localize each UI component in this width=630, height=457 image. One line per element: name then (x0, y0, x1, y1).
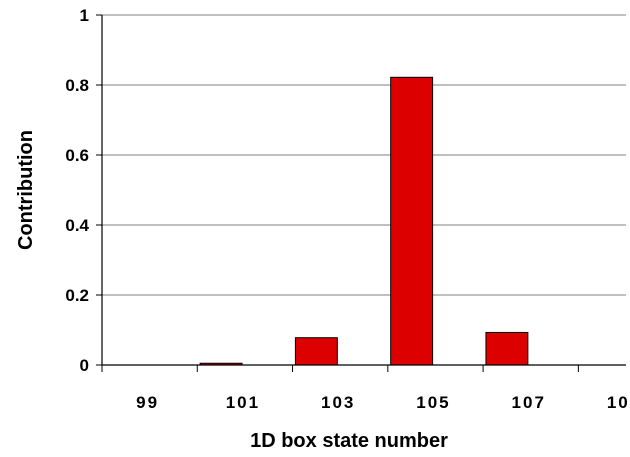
bar-105 (390, 76, 434, 366)
y-tick-label: 0.6 (65, 146, 89, 165)
x-tick-label-103: 103 (321, 393, 355, 412)
x-tick-label-99: 99 (136, 393, 159, 412)
y-axis-title: Contribution (15, 130, 37, 250)
bar-103 (294, 337, 338, 366)
gridlines (102, 14, 626, 296)
x-tick-labels: 99 101 103 105 107 109 (136, 393, 630, 412)
x-tick-label-107: 107 (512, 393, 546, 412)
y-tick-label: 1 (80, 6, 89, 25)
axes (96, 14, 626, 372)
x-tick-label-105: 105 (416, 393, 450, 412)
x-axis-title: 1D box state number (250, 430, 448, 452)
x-tick-label-109: 109 (607, 393, 630, 412)
x-tick-label-101: 101 (226, 393, 260, 412)
bar-107 (485, 331, 529, 366)
y-tick-label: 0.2 (65, 286, 89, 305)
y-tick-label: 0.4 (65, 216, 89, 235)
y-tick-label: 0.8 (65, 76, 89, 95)
bars (199, 76, 529, 366)
y-tick-label: 0 (80, 356, 89, 375)
y-tick-labels: 0 0.2 0.4 0.6 0.8 1 (65, 6, 89, 375)
